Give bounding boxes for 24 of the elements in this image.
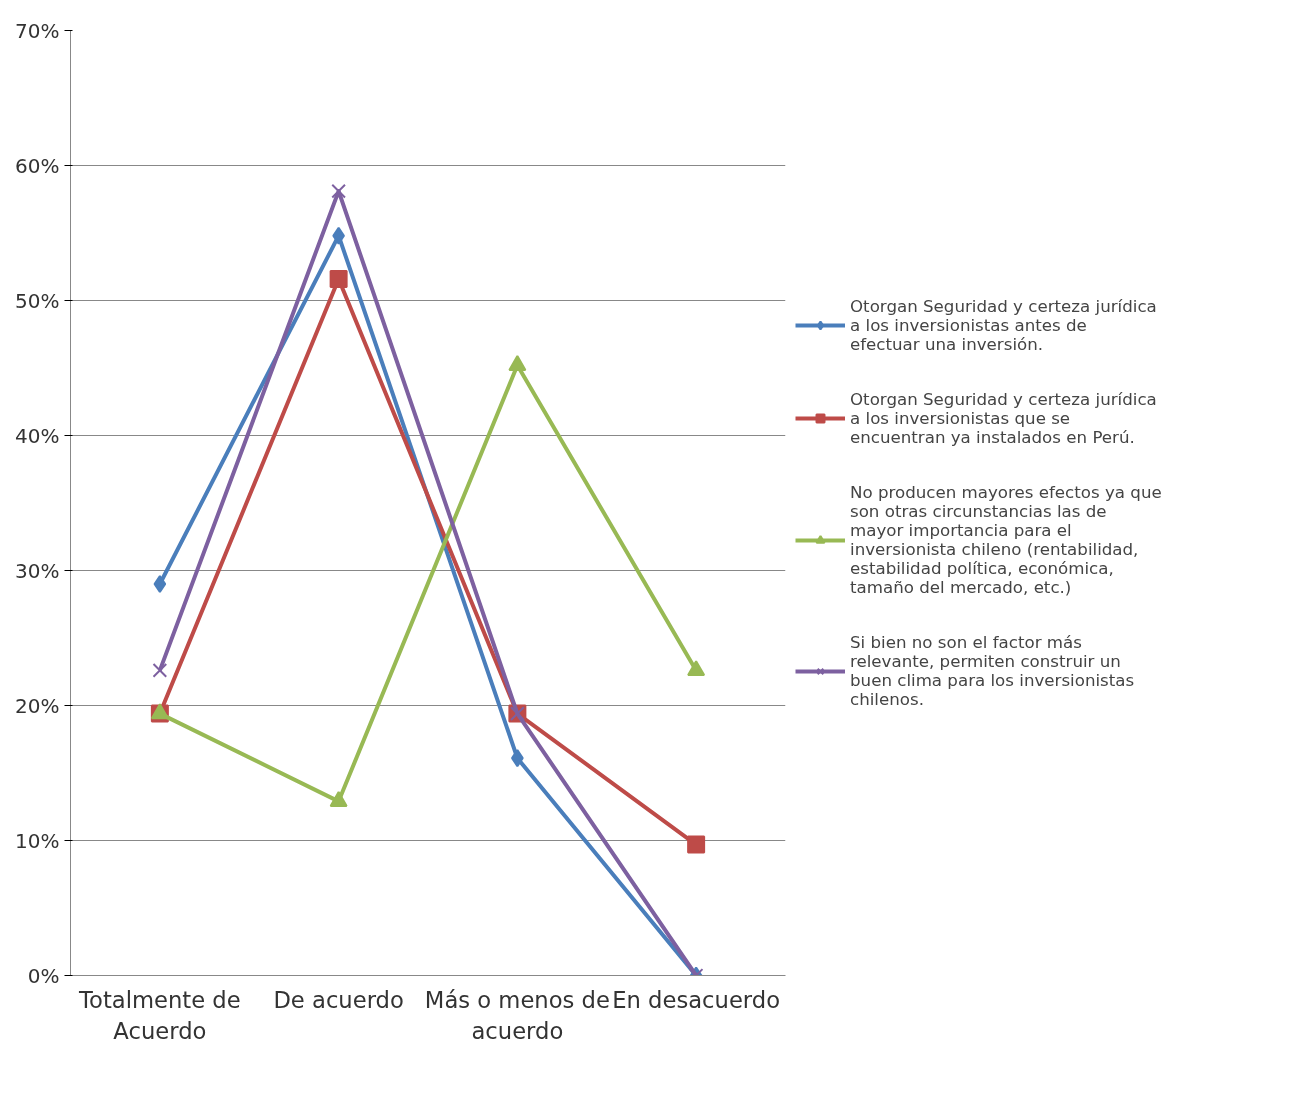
x-tick-label: De acuerdo — [273, 986, 404, 1013]
point — [153, 575, 167, 593]
legend-label: Otorgan Seguridad y certeza jurídica a los inversionistas que se encuentran ya instalados en Perú. — [850, 389, 1157, 447]
y-tick-label: 50% — [15, 288, 60, 313]
point — [687, 660, 706, 677]
x-tick-label: En desacuerdo — [612, 986, 781, 1013]
y-tick-label: 20% — [15, 693, 60, 718]
y-tick-label: 30% — [15, 558, 60, 583]
legend-label: No producen mayores efectos ya que son otras circunstancias las de mayor importancia para el inversionista chileno (rentabilidad, estabilidad política, económica, tamaño del mercado, etc.) — [850, 482, 1162, 597]
x-tick-label: Más o menos de acuerdo — [424, 986, 610, 1044]
y-tick-label: 10% — [15, 828, 60, 853]
legend-label: Si bien no son el factor más relevante, permiten construir un buen clima para los inversionistas chilenos. — [850, 632, 1135, 709]
point — [152, 663, 168, 678]
legend-label: Otorgan Seguridad y certeza jurídica a los inversionistas antes de efectuar una inversión. — [850, 296, 1157, 354]
point — [329, 269, 348, 288]
point — [687, 835, 706, 854]
y-tick-label: 70% — [15, 18, 60, 43]
point — [508, 355, 527, 371]
y-tick-label: 40% — [15, 423, 60, 448]
point — [329, 791, 348, 807]
y-tick-label: 60% — [15, 153, 60, 178]
point — [331, 183, 346, 199]
y-tick-label: 0% — [27, 963, 60, 988]
x-tick-label: Totalmente de Acuerdo — [78, 986, 241, 1044]
